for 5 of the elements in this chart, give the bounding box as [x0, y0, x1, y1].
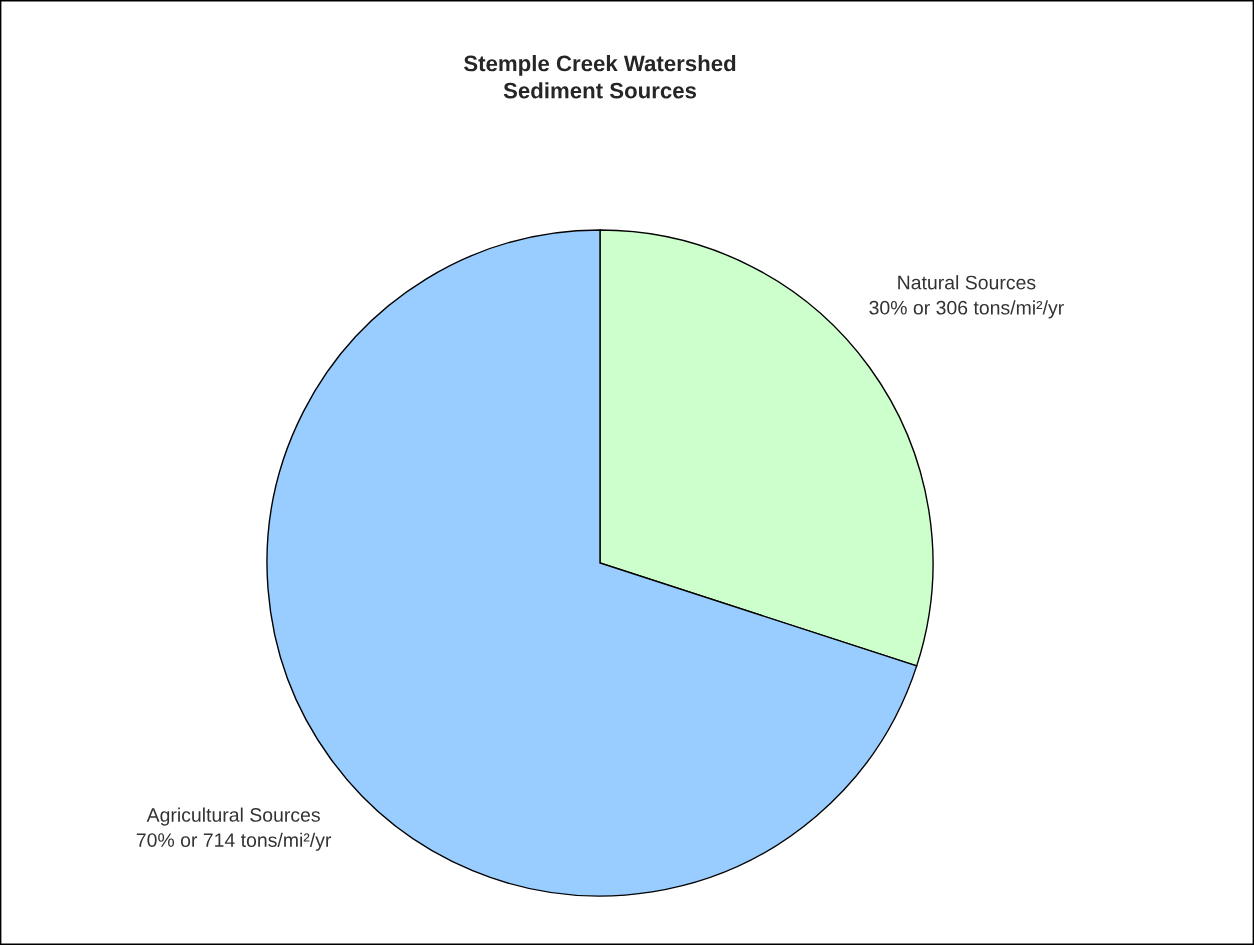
data-label: 70% or 714 tons/mi²/yr: [136, 832, 332, 851]
data-label: 30% or 306 tons/mi²/yr: [869, 300, 1064, 319]
slice-label: Agricultural Sources: [146, 807, 320, 826]
chart-title: Stemple Creek Watershed Sediment Sources: [463, 55, 736, 99]
slice-label: Natural Sources: [898, 275, 1036, 290]
